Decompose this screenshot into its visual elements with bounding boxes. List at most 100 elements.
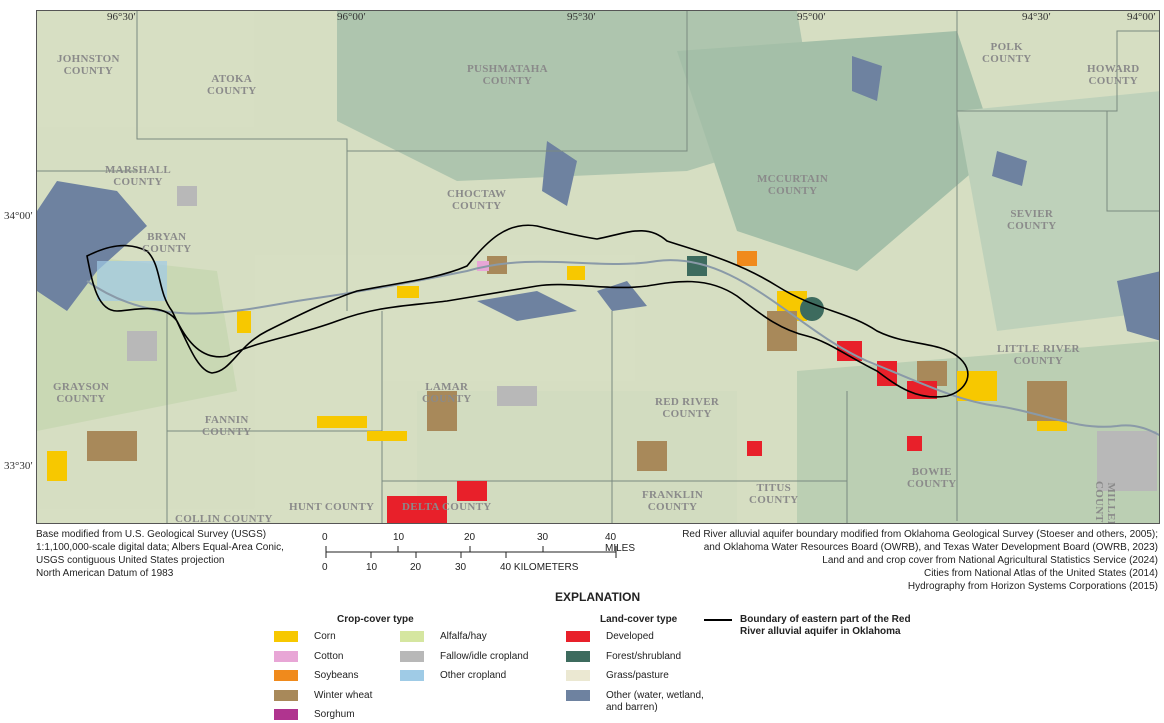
county-label: CHOCTAW COUNTY: [447, 188, 507, 212]
source-line: North American Datum of 1983: [36, 568, 174, 579]
swatch-developed: [566, 631, 590, 642]
legend-label: Sorghum: [314, 709, 355, 720]
legend-label: Developed: [606, 631, 654, 642]
swatch-grass: [566, 670, 590, 681]
county-label: GRAYSON COUNTY: [53, 381, 110, 405]
swatch-other-cropland: [400, 670, 424, 681]
lat-label: 34°00′: [4, 210, 33, 222]
source-notes-left: Base modified from U.S. Geological Surve…: [36, 528, 284, 580]
map-graphics: [37, 11, 1159, 523]
swatch-forest: [566, 651, 590, 662]
swatch-other-water: [566, 690, 590, 701]
land-cover-texture: [37, 11, 1159, 523]
source-line: 1:1,100,000-scale digital data; Albers E…: [36, 542, 284, 553]
legend-title: EXPLANATION: [555, 590, 641, 604]
lon-label: 96°00′: [337, 11, 366, 23]
scale-km-label: 0: [322, 562, 328, 573]
land-heading: Land-cover type: [600, 614, 678, 625]
lon-label: 94°30′: [1022, 11, 1051, 23]
aquifer-boundary: [86, 224, 969, 398]
scale-mile-label: 10: [393, 532, 405, 543]
scale-mile-label: 40 MILES: [605, 532, 636, 554]
swatch-corn: [274, 631, 298, 642]
legend-sorghum: Sorghum: [274, 709, 355, 721]
legend-cotton: Cotton: [274, 651, 343, 663]
swatch-sorghum: [274, 709, 298, 720]
source-line: Base modified from U.S. Geological Surve…: [36, 529, 267, 540]
legend-label: Forest/shrubland: [606, 651, 682, 662]
county-label: SEVIER COUNTY: [1007, 208, 1057, 232]
legend-label: Other cropland: [440, 670, 507, 681]
county-label: BOWIE COUNTY: [907, 466, 957, 490]
county-label: DELTA COUNTY: [402, 501, 492, 513]
scale-km-label: 20: [410, 562, 422, 573]
legend-label: Other (water, wetland, and barren): [606, 690, 704, 713]
legend-other-cropland: Other cropland: [400, 670, 506, 682]
county-label: FRANKLIN COUNTY: [642, 489, 704, 513]
county-label: FANNIN COUNTY: [202, 414, 252, 438]
legend-label: Fallow/idle cropland: [440, 651, 529, 662]
red-river: [86, 259, 1159, 437]
lat-label: 33°30′: [4, 460, 33, 472]
legend-label: Winter wheat: [314, 690, 373, 701]
county-label: JOHNSTON COUNTY: [57, 53, 120, 77]
county-label: TITUS COUNTY: [749, 482, 799, 506]
county-label: PUSHMATAHA COUNTY: [467, 63, 548, 87]
legend-other-water: Other (water, wetland, and barren): [566, 690, 704, 714]
county-label: HUNT COUNTY: [289, 501, 375, 513]
county-label: HOWARD COUNTY: [1087, 63, 1140, 87]
county-label: MCCURTAIN COUNTY: [757, 173, 829, 197]
legend-corn: Corn: [274, 631, 336, 643]
swatch-fallow: [400, 651, 424, 662]
legend-grass: Grass/pasture: [566, 670, 669, 682]
scale-mile-label: 20: [464, 532, 476, 543]
county-boundaries: [37, 11, 1159, 523]
county-label: MARSHALL COUNTY: [105, 164, 171, 188]
legend-developed: Developed: [566, 631, 654, 643]
legend-soybeans: Soybeans: [274, 670, 358, 682]
source-line: Hydrography from Horizon Systems Corpora…: [907, 581, 1158, 592]
swatch-alfalfa: [400, 631, 424, 642]
legend-label: Boundary of eastern part of the Red Rive…: [740, 614, 911, 637]
county-label: LAMAR COUNTY: [422, 381, 472, 405]
scale-km-label: 10: [366, 562, 378, 573]
legend-label: Grass/pasture: [606, 670, 669, 681]
swatch-cotton: [274, 651, 298, 662]
scale-km-label: 40 KILOMETERS: [500, 562, 579, 573]
source-line: Land and and crop cover from National Ag…: [822, 555, 1158, 566]
legend-forest: Forest/shrubland: [566, 651, 681, 663]
swatch-winter-wheat: [274, 690, 298, 701]
source-line: Red River alluvial aquifer boundary modi…: [682, 529, 1158, 540]
boundary-line-symbol: [704, 619, 732, 621]
source-notes-right: Red River alluvial aquifer boundary modi…: [682, 528, 1158, 593]
county-label: COLLIN COUNTY: [175, 513, 273, 524]
county-label: POLK COUNTY: [982, 41, 1032, 65]
county-label: RED RIVER COUNTY: [655, 396, 720, 420]
legend-label: Corn: [314, 631, 336, 642]
crop-heading: Crop-cover type: [337, 614, 414, 625]
legend-winter-wheat: Winter wheat: [274, 690, 372, 702]
source-line: USGS contiguous United States projection: [36, 555, 225, 566]
legend-label: Alfalfa/hay: [440, 631, 487, 642]
legend-boundary: Boundary of eastern part of the Red Rive…: [704, 614, 911, 638]
scale-mile-label: 30: [537, 532, 549, 543]
scale-km-label: 30: [455, 562, 467, 573]
legend-label: Soybeans: [314, 670, 359, 681]
county-label: ATOKA COUNTY: [207, 73, 257, 97]
lon-label: 94°00′: [1127, 11, 1156, 23]
legend-label: Cotton: [314, 651, 344, 662]
county-label: LITTLE RIVER COUNTY: [997, 343, 1080, 367]
scale-mile-label: 0: [322, 532, 328, 543]
map-frame[interactable]: 96°30′ 96°00′ 95°30′ 95°00′ 94°30′ 94°00…: [36, 10, 1160, 524]
county-label: BRYAN COUNTY: [142, 231, 192, 255]
scale-bar-lines: [325, 546, 617, 558]
legend-fallow: Fallow/idle cropland: [400, 651, 528, 663]
swatch-soybeans: [274, 670, 298, 681]
scale-bar: 0 10 20 30 40 MILES 0 10 20 30 40 KILOME…: [318, 528, 648, 578]
legend-alfalfa: Alfalfa/hay: [400, 631, 487, 643]
county-label: MILLER COUNTY: [1093, 481, 1117, 524]
lon-label: 95°00′: [797, 11, 826, 23]
source-line: and Oklahoma Water Resources Board (OWRB…: [703, 542, 1158, 553]
lon-label: 95°30′: [567, 11, 596, 23]
lon-label: 96°30′: [107, 11, 136, 23]
